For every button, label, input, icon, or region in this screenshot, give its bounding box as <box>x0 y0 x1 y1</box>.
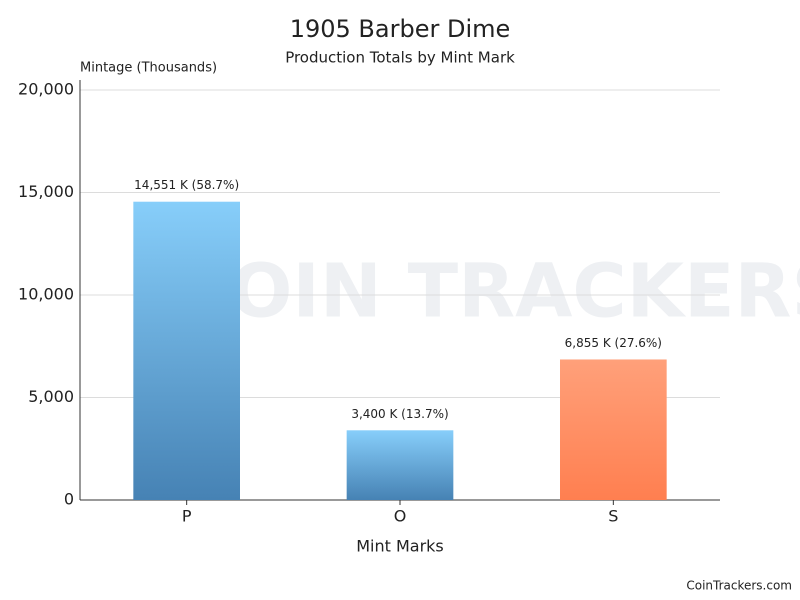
x-tick-label: O <box>394 507 407 526</box>
y-tick-label: 0 <box>64 490 74 509</box>
x-tick-label: P <box>182 507 192 526</box>
y-tick-label: 10,000 <box>18 285 74 304</box>
data-label: 3,400 K (13.7%) <box>351 407 448 421</box>
bar <box>560 359 667 500</box>
y-axis-label: Mintage (Thousands) <box>80 61 217 76</box>
data-label: 14,551 K (58.7%) <box>134 178 239 192</box>
y-tick-label: 5,000 <box>28 387 74 406</box>
credit: CoinTrackers.com <box>686 579 792 593</box>
x-tick-label: S <box>608 507 618 526</box>
x-axis-label: Mint Marks <box>356 537 444 556</box>
chart-title: 1905 Barber Dime <box>290 15 511 43</box>
y-tick-label: 15,000 <box>18 182 74 201</box>
bar <box>347 430 454 500</box>
watermark: COIN TRACKERS <box>175 249 800 335</box>
chart-subtitle: Production Totals by Mint Mark <box>285 49 515 67</box>
y-tick-label: 20,000 <box>18 80 74 99</box>
bar <box>133 202 240 500</box>
data-label: 6,855 K (27.6%) <box>565 336 662 350</box>
